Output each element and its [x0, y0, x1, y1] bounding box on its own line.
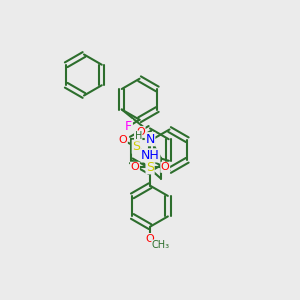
Text: O: O: [118, 135, 127, 145]
Text: F: F: [125, 120, 132, 133]
Text: S: S: [146, 161, 154, 174]
Text: NH: NH: [141, 149, 160, 162]
Text: O: O: [146, 234, 154, 244]
Text: O: O: [130, 162, 139, 172]
Text: N: N: [146, 133, 155, 146]
Text: CH₃: CH₃: [152, 240, 170, 250]
Text: H: H: [134, 131, 142, 141]
Text: O: O: [136, 127, 145, 136]
Text: O: O: [161, 162, 170, 172]
Text: S: S: [132, 140, 140, 153]
